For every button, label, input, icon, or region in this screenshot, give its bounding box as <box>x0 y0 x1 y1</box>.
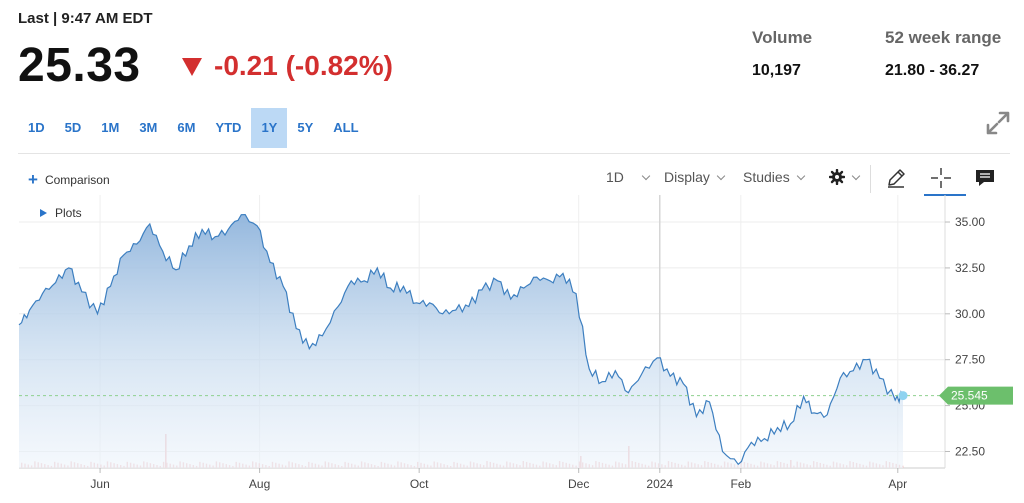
price-area <box>19 214 903 468</box>
chevron-down-icon <box>851 171 861 180</box>
chevron-down-icon <box>641 171 651 180</box>
interval-dropdown[interactable]: 1D <box>606 169 651 185</box>
last-value-text: 25.545 <box>951 389 988 403</box>
timeframe-all[interactable]: ALL <box>333 120 359 135</box>
volume-stat: Volume 10,197 <box>752 28 812 80</box>
timeframe-5d[interactable]: 5D <box>64 120 82 135</box>
y-tick-label: 27.50 <box>955 353 985 367</box>
x-tick-label: 2024 <box>646 477 673 491</box>
comparison-label: Comparison <box>44 173 110 187</box>
x-tick-label: Dec <box>568 477 589 491</box>
settings-dropdown[interactable] <box>829 169 861 185</box>
y-tick-label: 32.50 <box>955 261 985 275</box>
timeframe-1d[interactable]: 1D <box>28 120 45 135</box>
last-value-tag-shape <box>939 386 1013 405</box>
x-tick-label: Feb <box>731 477 752 491</box>
interval-label: 1D <box>606 169 624 185</box>
volume-label: Volume <box>752 28 813 47</box>
studies-dropdown[interactable]: Studies <box>743 169 805 185</box>
price-change: -0.21 (-0.82%) <box>182 50 393 82</box>
x-axis: Jun Aug Oct Dec 2024 Feb Apr <box>90 468 907 491</box>
studies-label: Studies <box>743 169 790 185</box>
chevron-down-icon <box>716 171 726 180</box>
expand-icon[interactable] <box>985 110 1011 136</box>
toolbar-separator <box>870 165 871 193</box>
week-range-stat: 52 week range 21.80 - 36.27 <box>885 28 1001 80</box>
current-price: 25.33 <box>18 39 141 92</box>
price-line <box>18 213 904 466</box>
plots-label: Plots <box>55 206 82 220</box>
timeframe-6m[interactable]: 6M <box>177 120 196 135</box>
pencil-icon[interactable] <box>884 166 908 190</box>
week-range-value: 21.80 - 36.27 <box>885 62 980 79</box>
week-range-label: 52 week range <box>885 28 1002 47</box>
x-tick-label: Jun <box>90 477 109 491</box>
last-price-dot <box>898 391 908 401</box>
timeframe-1y[interactable]: 1Y <box>251 108 288 148</box>
crosshair-icon[interactable] <box>929 166 953 190</box>
display-dropdown[interactable]: Display <box>664 169 726 185</box>
chevron-down-icon <box>796 171 805 180</box>
comparison-button[interactable]: + Comparison <box>28 170 110 189</box>
timeframe-selector: 1D 5D 1M 3M 6M YTD 1Y 5Y ALL <box>18 108 369 148</box>
y-tick-label: 30.00 <box>955 307 985 321</box>
last-value-tag: 25.545 <box>939 386 1013 405</box>
price-change-value: -0.21 (-0.82%) <box>214 50 393 81</box>
timeframe-ytd[interactable]: YTD <box>215 120 242 135</box>
gear-icon <box>829 169 845 185</box>
x-tick-label: Aug <box>249 477 270 491</box>
down-arrow-icon <box>182 58 202 76</box>
timeframe-1m[interactable]: 1M <box>101 120 120 135</box>
plots-toggle[interactable]: Plots <box>40 206 82 220</box>
header-divider <box>18 153 1010 154</box>
x-tick-label: Apr <box>888 477 907 491</box>
y-tick-label: 22.50 <box>955 444 985 458</box>
comment-icon[interactable] <box>973 166 997 190</box>
display-label: Display <box>664 169 710 185</box>
timeframe-3m[interactable]: 3M <box>139 120 158 135</box>
last-update-label: Last | 9:47 AM EDT <box>18 10 153 27</box>
x-tick-label: Oct <box>410 477 429 491</box>
y-tick-label: 35.00 <box>955 215 985 229</box>
plus-icon: + <box>28 170 38 189</box>
volume-value: 10,197 <box>752 62 801 79</box>
timeframe-5y[interactable]: 5Y <box>297 120 314 135</box>
triangle-right-icon <box>40 209 47 217</box>
